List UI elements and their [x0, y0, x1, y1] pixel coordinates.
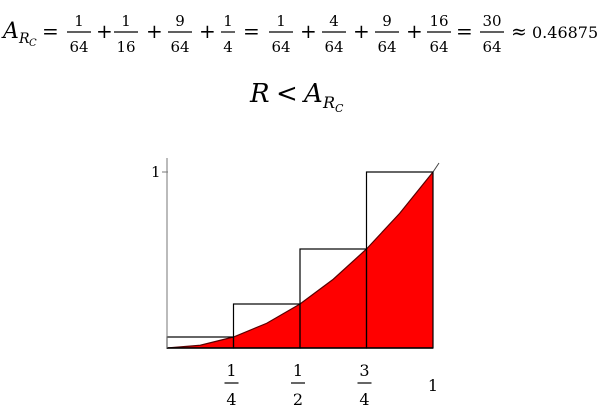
term6-numerator: 4 [329, 12, 339, 30]
term9-denominator: 64 [482, 38, 501, 56]
term5-denominator: 64 [271, 38, 290, 56]
term6-denominator: 64 [324, 38, 343, 56]
plus-4: + [300, 19, 317, 43]
inequality-right-symbol: A [302, 79, 323, 109]
riemann-sum-figure: 1 1 4 1 2 3 4 1 [151, 158, 440, 409]
term2-denominator: 16 [116, 38, 135, 56]
x-tick-denominator-2: 2 [293, 390, 303, 409]
term7-denominator: 64 [377, 38, 396, 56]
x-tick-numerator-2: 1 [293, 361, 303, 380]
area-fill-layer [166, 162, 440, 349]
plus-5: + [353, 19, 370, 43]
term7-numerator: 9 [382, 12, 392, 30]
area-equation: A R C = 1 64 + 1 16 + 9 64 + 1 4 = 1 64 … [1, 12, 598, 56]
term4-denominator: 4 [223, 38, 233, 56]
plus-1: + [96, 19, 113, 43]
plus-6: + [406, 19, 423, 43]
term2-numerator: 1 [121, 12, 131, 30]
x-tick-numerator-1: 1 [226, 361, 236, 380]
inequality-left: R [249, 79, 270, 109]
x-tick-label-4: 1 [428, 376, 438, 395]
plus-2: + [146, 19, 163, 43]
tick-labels-layer: 1 1 4 1 2 3 4 1 [151, 163, 438, 409]
term8-numerator: 16 [429, 12, 448, 30]
term3-numerator: 9 [175, 12, 185, 30]
term9-numerator: 30 [482, 12, 501, 30]
approx-symbol: ≈ [511, 21, 527, 43]
x-tick-denominator-3: 4 [359, 390, 369, 409]
equation-equals-1: = [42, 19, 59, 43]
plus-3: + [199, 19, 216, 43]
y-tick-label: 1 [151, 163, 161, 181]
axes-layer [162, 158, 433, 349]
equation-lhs-symbol: A [1, 19, 19, 44]
equation-equals-3: = [456, 19, 473, 43]
equation-equals-2: = [243, 19, 260, 43]
inequality: R < A R C [249, 79, 344, 115]
equation-lhs-subscript: R [18, 31, 30, 47]
term4-numerator: 1 [223, 12, 233, 30]
term8-denominator: 64 [429, 38, 448, 56]
term3-denominator: 64 [170, 38, 189, 56]
curve-extension [432, 162, 440, 173]
inequality-less-than: < [276, 79, 298, 109]
equation-lhs-subsubscript: C [29, 38, 37, 49]
x-tick-numerator-3: 3 [359, 361, 369, 380]
term1-denominator: 64 [69, 38, 88, 56]
inequality-right-subsubscript: C [335, 102, 344, 115]
term1-numerator: 1 [74, 12, 84, 30]
approx-value: 0.46875 [532, 23, 598, 42]
x-tick-denominator-1: 4 [226, 390, 236, 409]
term5-numerator: 1 [276, 12, 286, 30]
inequality-right-subscript: R [322, 93, 335, 112]
